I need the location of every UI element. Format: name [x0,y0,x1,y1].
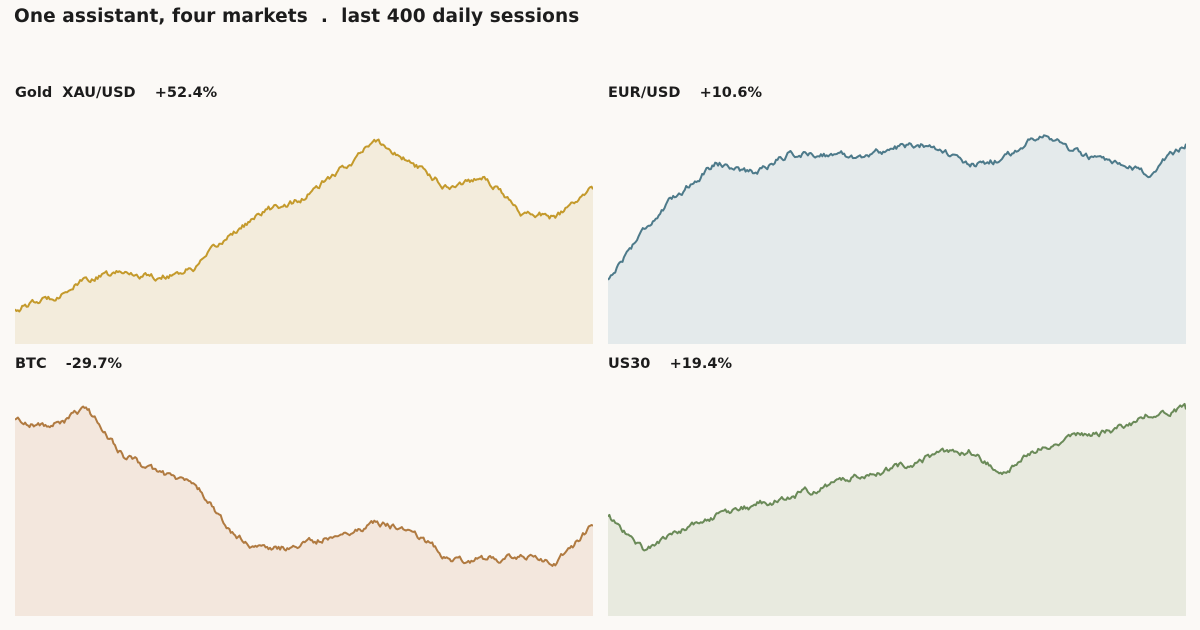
series-area-fill [15,139,593,344]
chart-panel-us30 [608,402,1186,616]
series-name: Gold XAU/USD [15,85,136,101]
series-name: BTC [15,356,47,372]
series-area-fill [15,406,593,616]
chart-panel-gold [15,138,593,344]
series-line [608,402,1186,552]
panel-label-btc: BTC -29.7% [15,356,122,372]
series-line [608,134,1186,281]
series-change: +52.4% [154,85,218,101]
series-change: +10.6% [699,85,763,101]
chart-title: One assistant, four markets . last 400 d… [14,6,580,27]
series-line [15,405,593,567]
chart-panel-eurusd [608,134,1186,344]
series-name: EUR/USD [608,85,681,101]
panel-label-eurusd: EUR/USD +10.6% [608,85,762,101]
panel-label-us30: US30 +19.4% [608,356,732,372]
series-area-fill [608,135,1186,344]
series-change: +19.4% [669,356,733,372]
series-line [15,138,593,313]
chart-panel-btc [15,405,593,616]
panel-label-gold: Gold XAU/USD +52.4% [15,85,217,101]
series-area-fill [608,403,1186,616]
series-change: -29.7% [65,356,123,372]
series-name: US30 [608,356,651,372]
